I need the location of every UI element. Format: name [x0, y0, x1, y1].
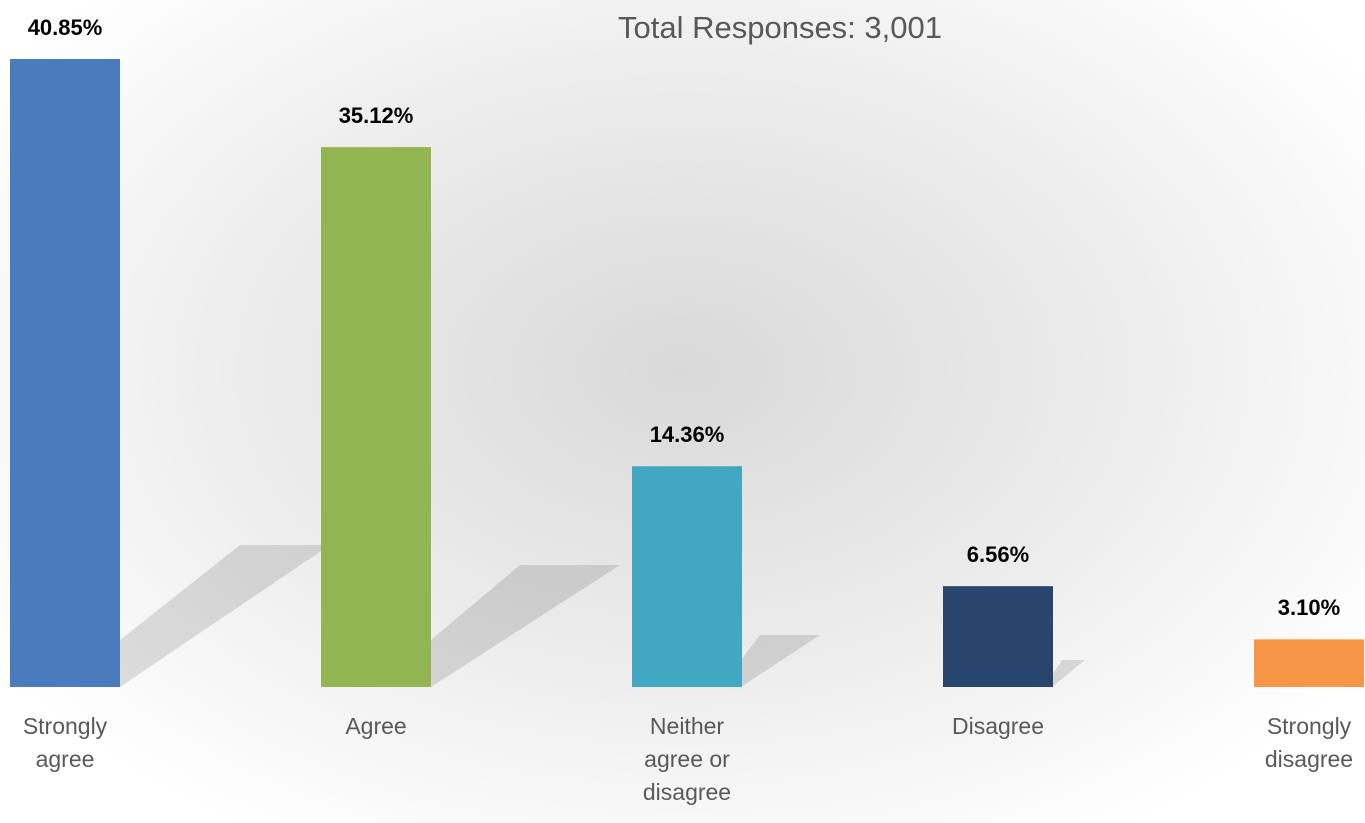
value-label: 35.12% [339, 103, 414, 128]
bar [10, 59, 120, 687]
value-label: 6.56% [967, 542, 1029, 567]
chart-title: Total Responses: 3,001 [618, 10, 942, 45]
bar [321, 147, 431, 687]
shadow [1052, 660, 1085, 687]
bar [632, 466, 742, 687]
bar [943, 586, 1053, 687]
x-tick-label: Agree [345, 713, 407, 739]
x-tick-label: Strongly agree [22, 713, 108, 772]
shadows [120, 545, 1085, 687]
shadow [431, 565, 620, 687]
value-label: 14.36% [650, 422, 725, 447]
value-label: 3.10% [1278, 595, 1340, 620]
x-tick-label: Strongly disagree [1264, 713, 1354, 772]
x-tick-label: Neither agree or disagree [642, 713, 732, 805]
x-tick-label: Disagree [951, 713, 1045, 739]
shadow [741, 635, 820, 687]
value-label: 40.85% [28, 15, 103, 40]
shadow [120, 545, 330, 687]
bar [1254, 639, 1364, 687]
